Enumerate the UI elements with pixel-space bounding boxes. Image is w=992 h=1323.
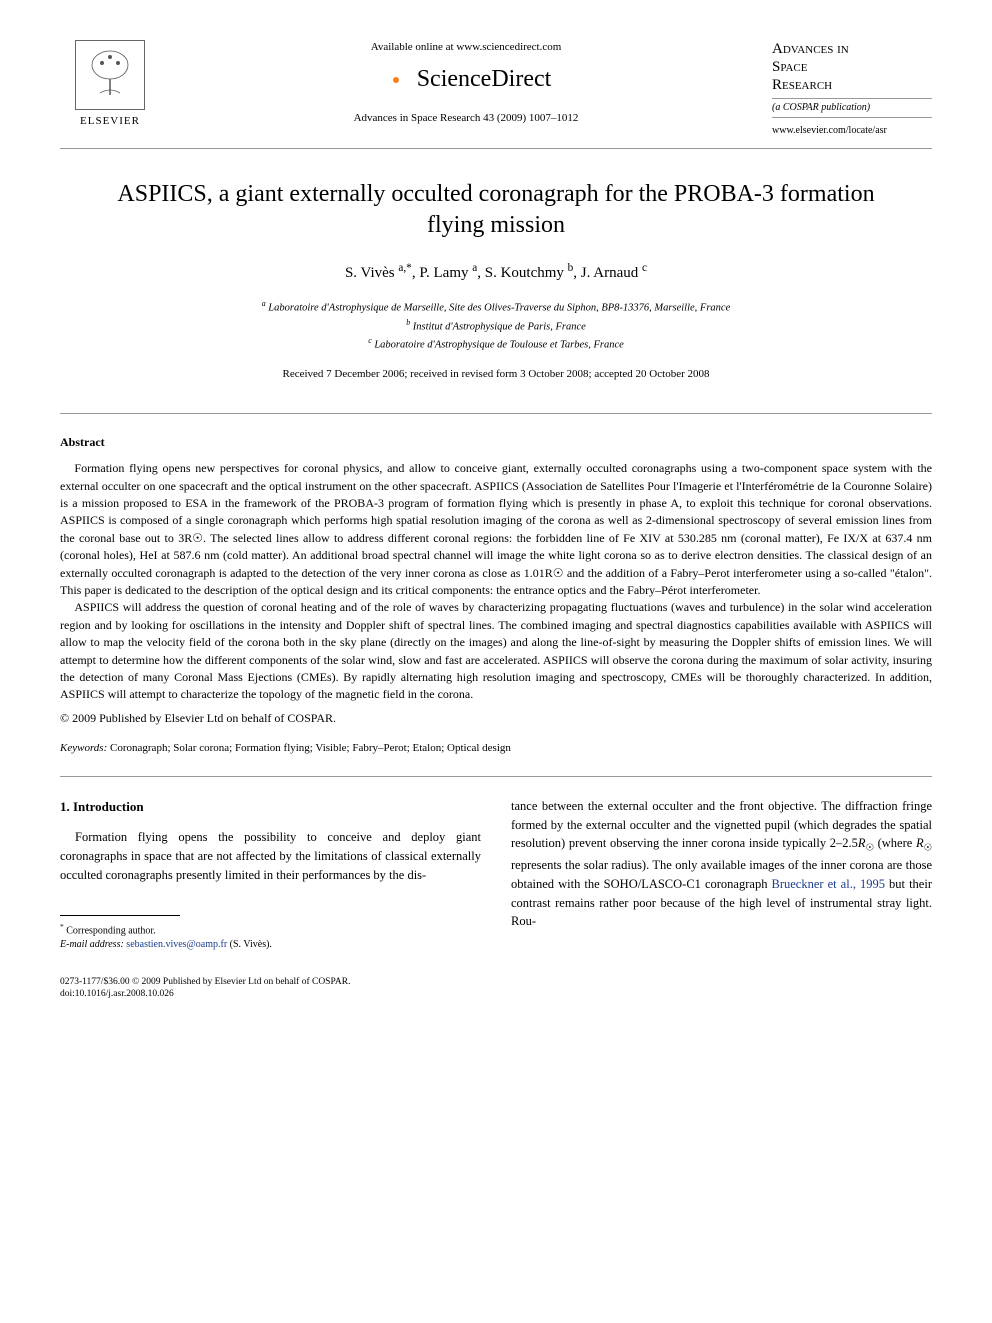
- elsevier-logo: ELSEVIER: [60, 40, 160, 129]
- sciencedirect-logo: ScienceDirect: [180, 63, 752, 97]
- column-left: 1. Introduction Formation flying opens t…: [60, 797, 481, 952]
- keywords-text: Coronagraph; Solar corona; Formation fly…: [110, 742, 511, 754]
- copyright-line: © 2009 Published by Elsevier Ltd on beha…: [60, 710, 932, 727]
- affiliation-c: Laboratoire d'Astrophysique de Toulouse …: [374, 339, 623, 350]
- body-columns: 1. Introduction Formation flying opens t…: [60, 797, 932, 952]
- doi: doi:10.1016/j.asr.2008.10.026: [60, 989, 174, 999]
- abstract-p1: Formation flying opens new perspectives …: [60, 460, 932, 599]
- citation-brueckner-1995[interactable]: Brueckner et al., 1995: [772, 877, 886, 891]
- divider-top: [60, 413, 932, 414]
- journal-title-line2: Space: [772, 59, 807, 75]
- issn-copyright: 0273-1177/$36.00 © 2009 Published by Els…: [60, 977, 350, 987]
- intro-p1-right: tance between the external occulter and …: [511, 797, 932, 931]
- corresponding-author: Corresponding author.: [66, 925, 155, 936]
- column-right: tance between the external occulter and …: [511, 797, 932, 952]
- journal-box: Advances in Space Research (a COSPAR pub…: [772, 40, 932, 138]
- elsevier-tree-icon: [75, 40, 145, 110]
- email-label: E-mail address:: [60, 939, 124, 950]
- available-online-text: Available online at www.sciencedirect.co…: [180, 40, 752, 55]
- bottom-meta: 0273-1177/$36.00 © 2009 Published by Els…: [60, 976, 932, 1001]
- journal-title-line1: Advances in: [772, 41, 849, 57]
- authors-line: S. Vivès a,*, P. Lamy a, S. Koutchmy b, …: [60, 261, 932, 284]
- abstract-p2: ASPIICS will address the question of cor…: [60, 599, 932, 703]
- footnote-rule: [60, 915, 180, 916]
- abstract-body: Formation flying opens new perspectives …: [60, 460, 932, 703]
- footnote-block: * Corresponding author. E-mail address: …: [60, 922, 481, 952]
- section-1-heading: 1. Introduction: [60, 797, 481, 817]
- email-attribution: (S. Vivès).: [230, 939, 272, 950]
- divider-bottom: [60, 776, 932, 777]
- article-dates: Received 7 December 2006; received in re…: [60, 367, 932, 382]
- abstract-label: Abstract: [60, 434, 932, 451]
- journal-subtitle: (a COSPAR publication): [772, 98, 932, 118]
- sciencedirect-text: ScienceDirect: [417, 63, 552, 97]
- author-email[interactable]: sebastien.vives@oamp.fr: [126, 939, 227, 950]
- page-header: ELSEVIER Available online at www.science…: [60, 40, 932, 149]
- affiliation-a: Laboratoire d'Astrophysique de Marseille…: [268, 303, 730, 314]
- keywords-label: Keywords:: [60, 742, 107, 754]
- header-center: Available online at www.sciencedirect.co…: [160, 40, 772, 126]
- intro-p1-left: Formation flying opens the possibility t…: [60, 828, 481, 884]
- journal-reference: Advances in Space Research 43 (2009) 100…: [180, 111, 752, 126]
- sciencedirect-icon: [381, 65, 411, 95]
- affiliation-b: Institut d'Astrophysique de Paris, Franc…: [413, 321, 586, 332]
- journal-title-line3: Research: [772, 77, 832, 93]
- keywords-line: Keywords: Coronagraph; Solar corona; For…: [60, 741, 932, 756]
- affiliations: a Laboratoire d'Astrophysique de Marseil…: [60, 298, 932, 353]
- journal-title: Advances in Space Research: [772, 40, 932, 94]
- elsevier-label: ELSEVIER: [80, 114, 140, 129]
- journal-url: www.elsevier.com/locate/asr: [772, 124, 932, 138]
- article-title: ASPIICS, a giant externally occulted cor…: [100, 179, 892, 241]
